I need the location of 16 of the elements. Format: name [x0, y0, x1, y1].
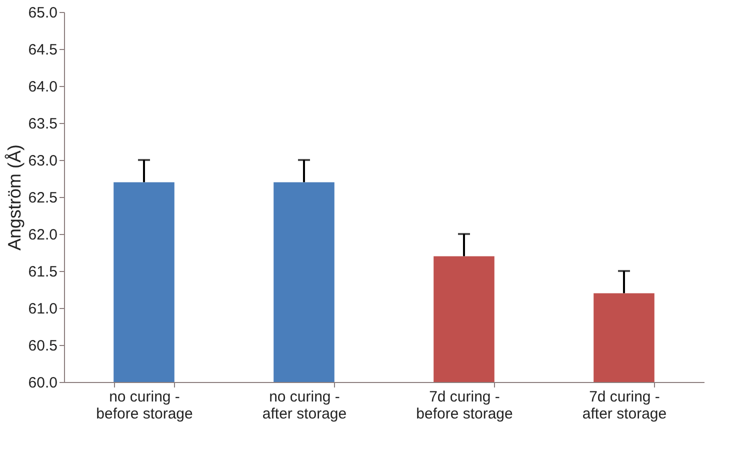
y-tick-label: 62.5 [28, 190, 58, 206]
x-tick-label: no curing - after storage [262, 388, 347, 422]
y-tick-label: 61.0 [28, 300, 58, 318]
x-tick-label: no curing - before storage [96, 388, 193, 422]
y-tick-label: 60.5 [28, 338, 58, 354]
y-tick-label: 62.0 [28, 226, 58, 244]
y-tick-label: 64.5 [28, 42, 58, 58]
y-tick-label: 65.0 [28, 4, 58, 22]
x-tick-label: 7d curing - after storage [582, 388, 667, 422]
x-tick-label: 7d curing - before storage [416, 388, 513, 422]
y-tick-label: 61.5 [28, 264, 58, 280]
y-tick-label: 63.0 [28, 152, 58, 170]
y-tick-label: 60.0 [28, 374, 58, 392]
y-tick-label: 64.0 [28, 78, 58, 96]
y-axis-title: Angström (Å) [4, 144, 24, 251]
y-tick-label: 63.5 [28, 116, 58, 132]
